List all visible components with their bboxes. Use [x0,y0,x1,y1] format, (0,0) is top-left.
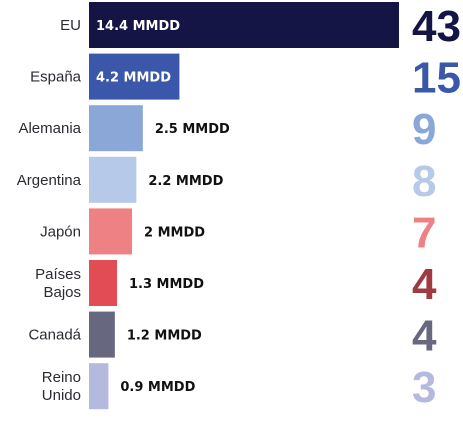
value-label: 2.5 MMDD [155,122,230,137]
percent-label: 7 [412,208,436,257]
percent-label: 43 [412,2,461,51]
value-label: 1.3 MMDD [129,277,204,292]
value-label: 14.4 MMDD [96,19,180,34]
category-label: España [30,69,82,86]
category-label: Japón [40,223,81,240]
value-label: 1.2 MMDD [127,329,202,344]
category-label: Bajos [43,284,81,301]
bar-7 [89,363,109,410]
bar-4 [89,208,133,255]
value-label: 0.9 MMDD [120,380,195,395]
bar-1 [89,53,180,100]
percent-label: 4 [412,260,437,309]
category-label: Reino [42,369,81,386]
bar-6 [89,311,115,358]
bar-2 [89,105,143,152]
bars-layer [89,2,399,410]
percent-label: 9 [412,105,436,154]
value-label: 2 MMDD [144,225,205,240]
category-label: EU [60,17,81,34]
category-label: Canadá [28,327,81,344]
percent-label: 4 [412,312,437,361]
percent-label: 3 [412,363,436,412]
labels-layer: EU 14.4 MMDD España 4.2 MMDD Alemania 2.5 MMD… [17,17,230,404]
percent-label: 15 [412,54,461,103]
value-label: 4.2 MMDD [96,71,171,86]
category-label: Argentina [17,172,82,189]
value-label: 2.2 MMDD [148,174,223,189]
bar-0 [89,2,399,48]
percent-label: 8 [412,157,436,206]
category-label: Unido [42,387,81,404]
category-label: Alemania [18,120,81,137]
bar-3 [89,156,137,203]
bar-5 [89,260,117,306]
category-label: Países [35,266,81,283]
